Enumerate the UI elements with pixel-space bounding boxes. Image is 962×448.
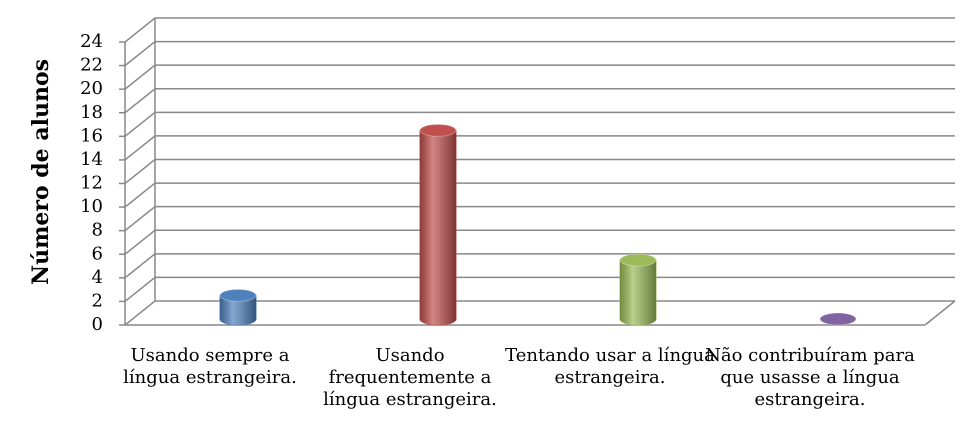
x-tick-label: Usando frequentemente a língua estrangei… (323, 345, 497, 410)
grid-line (124, 40, 955, 67)
y-tick-label: 4 (92, 267, 103, 288)
y-tick-label: 12 (80, 173, 103, 194)
bar-top (619, 253, 657, 267)
y-tick-label: 0 (92, 314, 103, 335)
y-tick-label: 18 (80, 102, 103, 123)
y-tick-label: 20 (80, 78, 103, 99)
grid-line (124, 17, 955, 43)
bar-top (219, 288, 257, 302)
y-tick-label: 14 (80, 149, 103, 170)
bar-top (819, 312, 857, 326)
y-tick-label: 8 (92, 220, 103, 241)
bar (419, 123, 457, 326)
bar-shade (220, 295, 256, 325)
grid-line (124, 229, 955, 255)
grid-line (124, 253, 955, 279)
bar-shade (420, 130, 456, 325)
grid-line (124, 135, 955, 161)
x-tick-label: Não contribuíram para que usasse a língu… (705, 345, 915, 410)
bar-shade (620, 260, 656, 325)
bar-top (419, 123, 457, 137)
bar (819, 312, 857, 326)
y-tick-label: 2 (92, 290, 103, 311)
grid-line (124, 158, 955, 185)
grid-line (124, 111, 955, 137)
y-axis-title: Número de alunos (28, 59, 54, 285)
y-tick-label: 6 (92, 243, 103, 264)
grid-line (124, 64, 955, 90)
grid-line (124, 276, 955, 303)
y-tick-label: 16 (80, 125, 103, 146)
floor-edge (924, 300, 956, 326)
grid-line (124, 205, 955, 232)
bar (619, 253, 657, 326)
grid-line (124, 300, 955, 326)
x-tick-label: Usando sempre a língua estrangeira. (123, 345, 297, 388)
x-tick-label: Tentando usar a língua estrangeira. (505, 345, 715, 388)
grid-line (124, 182, 955, 208)
bar (219, 288, 257, 326)
y-tick-label: 24 (80, 31, 103, 52)
y-tick-label: 10 (80, 196, 103, 217)
grid-line (124, 88, 955, 114)
y-tick-label: 22 (80, 55, 103, 76)
